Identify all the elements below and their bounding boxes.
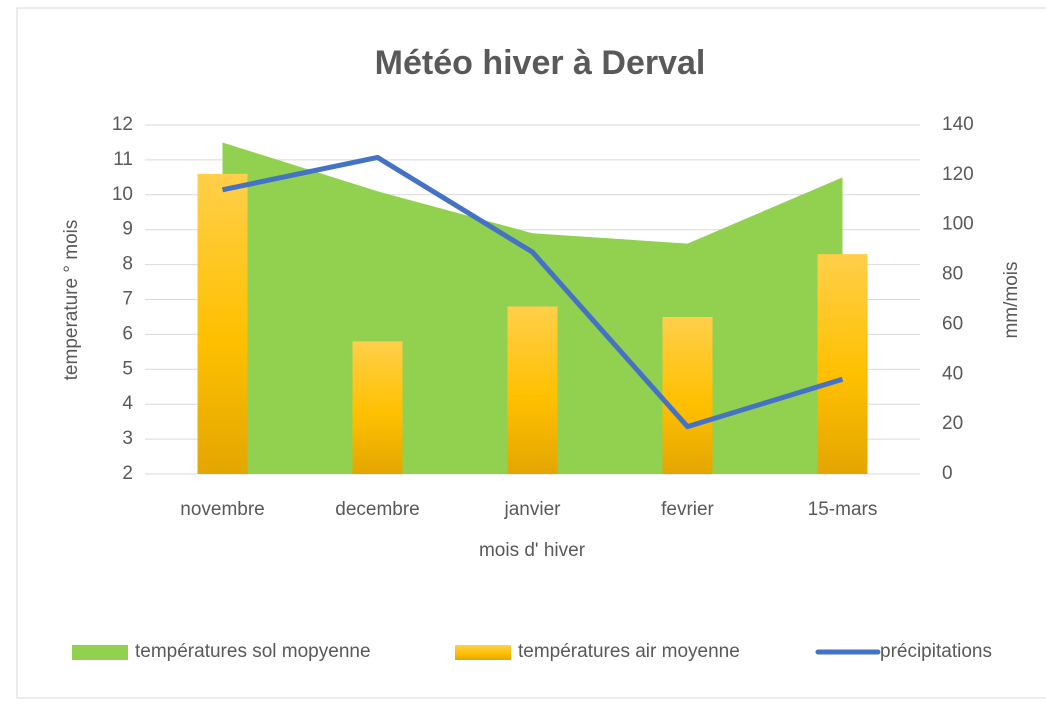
- x-tick-label: janvier: [504, 499, 562, 520]
- chart-title: Météo hiver à Derval: [375, 44, 706, 82]
- y2-tick-label: 0: [942, 463, 953, 484]
- y-tick-label: 2: [122, 463, 133, 484]
- y-tick-label: 7: [122, 289, 133, 310]
- x-tick-label: decembre: [335, 499, 420, 520]
- y2-tick-label: 40: [942, 363, 963, 384]
- y2-tick-label: 60: [942, 313, 963, 334]
- y2-tick-label: 120: [942, 164, 974, 185]
- legend-label: précipitations: [880, 641, 992, 662]
- y2-axis-title: mm/mois: [1001, 261, 1022, 338]
- legend-swatch: [455, 645, 511, 660]
- y-tick-label: 5: [122, 358, 133, 379]
- y-tick-label: 9: [122, 219, 133, 240]
- legend-label: températures air moyenne: [518, 641, 740, 662]
- bar: [352, 341, 403, 474]
- bar: [197, 173, 248, 475]
- y-tick-label: 12: [112, 114, 133, 135]
- y2-tick-label: 20: [942, 413, 963, 434]
- y2-tick-label: 100: [942, 214, 974, 235]
- legend-swatch: [72, 645, 128, 660]
- y-tick-label: 11: [113, 149, 133, 170]
- x-tick-label: novembre: [180, 499, 265, 520]
- legend-label: températures sol mopyenne: [135, 641, 371, 662]
- y-tick-label: 6: [122, 323, 133, 344]
- bar: [507, 306, 558, 474]
- y-tick-label: 3: [122, 428, 133, 449]
- x-tick-label: 15-mars: [808, 499, 878, 520]
- y-tick-label: 8: [122, 254, 133, 275]
- y-tick-label: 4: [122, 393, 133, 414]
- y-axis-title: temperature ° mois: [61, 220, 82, 381]
- y-tick-label: 10: [112, 184, 133, 205]
- bar: [817, 254, 868, 474]
- line: [221, 154, 844, 430]
- y2-tick-label: 80: [942, 264, 963, 285]
- bar: [662, 316, 713, 474]
- y2-tick-label: 140: [942, 114, 974, 135]
- x-axis-title: mois d' hiver: [479, 540, 586, 561]
- x-tick-label: fevrier: [661, 499, 714, 520]
